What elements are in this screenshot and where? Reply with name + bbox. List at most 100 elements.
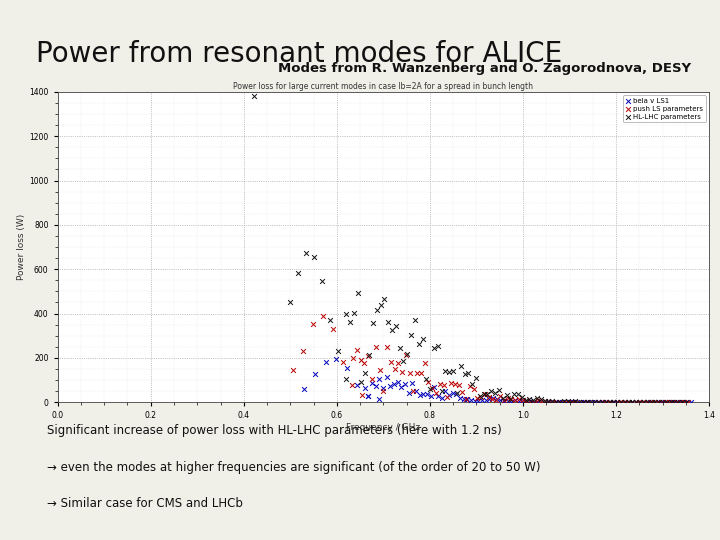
- bela v LS1: [623, 398, 634, 407]
- push LS parameters: [536, 396, 547, 405]
- bela v LS1: [432, 392, 444, 400]
- bela v LS1: [388, 380, 400, 388]
- bela v LS1: [454, 393, 466, 402]
- Text: → even the modes at higher frequencies are significant (of the order of 20 to 50: → even the modes at higher frequencies a…: [47, 461, 540, 474]
- bela v LS1: [523, 397, 535, 406]
- bela v LS1: [351, 381, 363, 389]
- push LS parameters: [554, 398, 566, 407]
- HL-LHC parameters: [482, 390, 493, 399]
- bela v LS1: [670, 398, 682, 407]
- bela v LS1: [502, 397, 513, 406]
- push LS parameters: [660, 398, 672, 407]
- push LS parameters: [382, 342, 393, 351]
- bela v LS1: [590, 398, 601, 407]
- bela v LS1: [377, 383, 389, 392]
- HL-LHC parameters: [455, 361, 467, 370]
- push LS parameters: [347, 381, 359, 389]
- HL-LHC parameters: [367, 318, 379, 327]
- push LS parameters: [641, 398, 652, 407]
- bela v LS1: [685, 398, 696, 407]
- bela v LS1: [572, 398, 583, 407]
- push LS parameters: [547, 397, 559, 406]
- bela v LS1: [447, 389, 459, 397]
- push LS parameters: [615, 398, 626, 407]
- bela v LS1: [616, 398, 627, 407]
- HL-LHC parameters: [470, 374, 482, 382]
- HL-LHC parameters: [642, 398, 654, 407]
- bela v LS1: [407, 379, 418, 387]
- bela v LS1: [641, 398, 652, 407]
- push LS parameters: [483, 393, 495, 402]
- push LS parameters: [611, 398, 623, 407]
- bela v LS1: [320, 357, 331, 366]
- X-axis label: Frequency / GHz: Frequency / GHz: [346, 423, 420, 432]
- push LS parameters: [543, 398, 554, 407]
- bela v LS1: [366, 379, 378, 388]
- bela v LS1: [655, 398, 667, 407]
- bela v LS1: [637, 398, 649, 407]
- HL-LHC parameters: [409, 315, 420, 324]
- bela v LS1: [535, 397, 546, 406]
- push LS parameters: [532, 396, 544, 405]
- bela v LS1: [549, 398, 561, 407]
- bela v LS1: [451, 389, 462, 398]
- push LS parameters: [600, 398, 611, 407]
- push LS parameters: [307, 320, 318, 328]
- bela v LS1: [582, 398, 594, 407]
- push LS parameters: [374, 366, 385, 375]
- push LS parameters: [570, 398, 581, 407]
- Title: Power loss for large current modes in case Ib=2A for a spread in bunch length: Power loss for large current modes in ca…: [233, 82, 534, 91]
- bela v LS1: [611, 398, 623, 407]
- push LS parameters: [438, 381, 449, 390]
- push LS parameters: [637, 398, 649, 407]
- bela v LS1: [608, 398, 619, 407]
- bela v LS1: [362, 392, 374, 400]
- push LS parameters: [453, 381, 464, 389]
- push LS parameters: [434, 379, 446, 388]
- push LS parameters: [337, 357, 348, 366]
- push LS parameters: [671, 398, 683, 407]
- HL-LHC parameters: [432, 342, 444, 350]
- HL-LHC parameters: [356, 377, 367, 386]
- HL-LHC parameters: [490, 388, 501, 397]
- HL-LHC parameters: [497, 394, 508, 402]
- HL-LHC parameters: [352, 288, 364, 297]
- HL-LHC parameters: [394, 344, 405, 353]
- HL-LHC parameters: [550, 397, 562, 406]
- HL-LHC parameters: [500, 390, 512, 399]
- push LS parameters: [480, 390, 491, 399]
- bela v LS1: [444, 391, 455, 400]
- HL-LHC parameters: [546, 396, 558, 405]
- push LS parameters: [441, 392, 453, 401]
- HL-LHC parameters: [333, 347, 344, 355]
- bela v LS1: [513, 397, 524, 406]
- push LS parameters: [475, 393, 487, 401]
- push LS parameters: [385, 357, 397, 366]
- push LS parameters: [581, 398, 593, 407]
- bela v LS1: [564, 398, 575, 407]
- push LS parameters: [297, 346, 308, 355]
- HL-LHC parameters: [654, 398, 665, 407]
- HL-LHC parameters: [292, 268, 304, 277]
- bela v LS1: [626, 398, 638, 407]
- bela v LS1: [469, 396, 480, 405]
- HL-LHC parameters: [649, 398, 661, 407]
- bela v LS1: [395, 383, 407, 391]
- push LS parameters: [652, 398, 664, 407]
- HL-LHC parameters: [631, 398, 642, 407]
- push LS parameters: [588, 398, 600, 407]
- HL-LHC parameters: [248, 92, 260, 100]
- HL-LHC parameters: [600, 398, 611, 407]
- HL-LHC parameters: [341, 375, 352, 383]
- bela v LS1: [309, 369, 320, 378]
- push LS parameters: [468, 385, 480, 394]
- push LS parameters: [521, 397, 532, 406]
- bela v LS1: [381, 373, 392, 381]
- HL-LHC parameters: [341, 310, 352, 319]
- push LS parameters: [426, 383, 438, 392]
- HL-LHC parameters: [413, 340, 425, 348]
- bela v LS1: [410, 386, 422, 395]
- HL-LHC parameters: [428, 344, 440, 353]
- bela v LS1: [400, 380, 411, 388]
- bela v LS1: [634, 398, 645, 407]
